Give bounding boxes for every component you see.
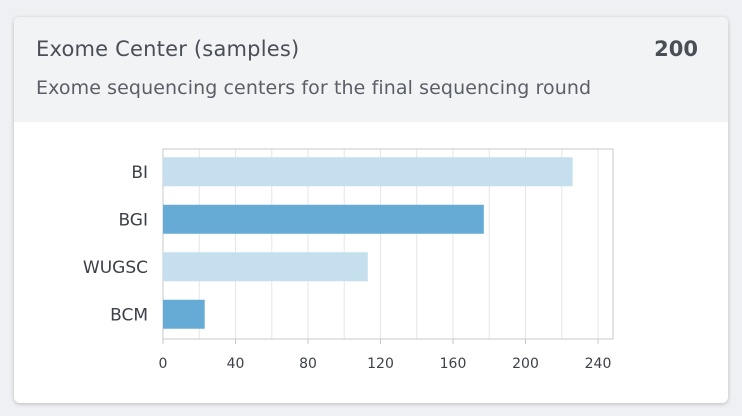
category-label: WUGSC bbox=[83, 258, 148, 278]
category-label: BI bbox=[131, 163, 148, 183]
card-header: Exome Center (samples) 200 Exome sequenc… bbox=[14, 17, 728, 122]
x-tick-label: 160 bbox=[440, 356, 467, 372]
x-tick-label: 40 bbox=[227, 356, 245, 372]
bar-bgi[interactable] bbox=[163, 204, 484, 234]
card-subtitle: Exome sequencing centers for the final s… bbox=[36, 77, 592, 99]
x-tick-label: 0 bbox=[159, 356, 168, 372]
x-tick-label: 120 bbox=[367, 356, 394, 372]
bar-wugsc[interactable] bbox=[163, 252, 368, 282]
category-label: BCM bbox=[110, 305, 148, 325]
bar-bi[interactable] bbox=[163, 157, 573, 187]
category-label: BGI bbox=[118, 210, 148, 230]
plot-frame bbox=[162, 148, 614, 340]
x-tick-label: 80 bbox=[299, 356, 317, 372]
x-tick-label: 200 bbox=[512, 356, 539, 372]
bar-bcm[interactable] bbox=[163, 299, 205, 329]
card-title: Exome Center (samples) bbox=[36, 37, 300, 61]
sample-count: 200 bbox=[654, 37, 698, 61]
x-tick-label: 240 bbox=[585, 356, 612, 372]
exome-center-card: Exome Center (samples) 200 Exome sequenc… bbox=[14, 17, 728, 403]
